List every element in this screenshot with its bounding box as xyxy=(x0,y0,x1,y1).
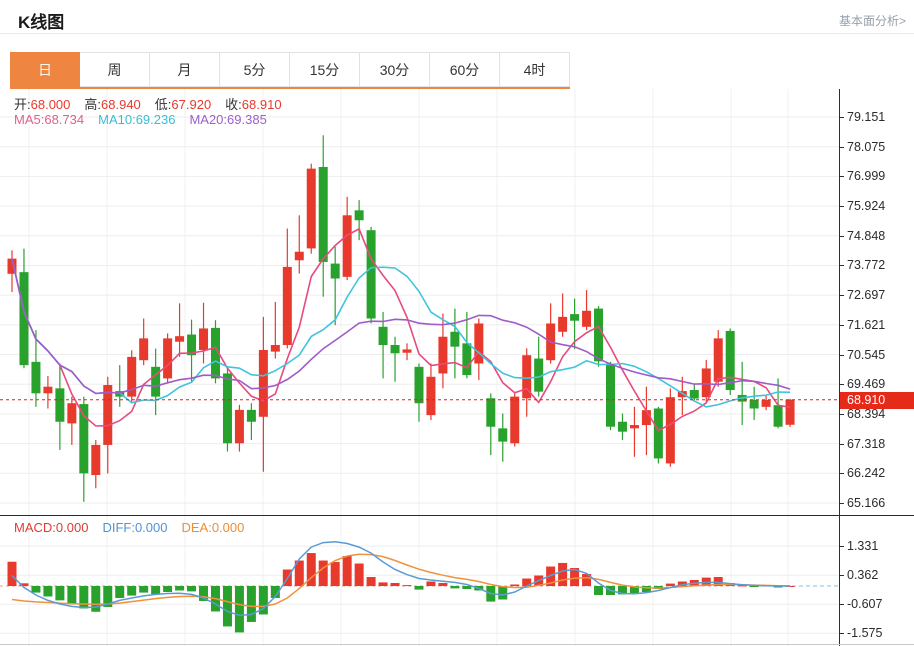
info-value: 0.000 xyxy=(211,520,245,535)
info-pair: MACD:0.000 xyxy=(14,520,88,535)
tab-period-5[interactable]: 15分 xyxy=(290,52,360,87)
axis-tick-mark xyxy=(839,236,844,237)
info-label: MA5: xyxy=(14,112,45,127)
info-label: 开: xyxy=(14,97,31,112)
axis-tick-mark xyxy=(839,147,844,148)
info-pair: MA20:69.385 xyxy=(189,112,266,127)
info-label: MA10: xyxy=(98,112,136,127)
axis-price-label: 73.772 xyxy=(847,258,886,272)
tab-period-2[interactable]: 周 xyxy=(80,52,150,87)
axis-price-label: 76.999 xyxy=(847,169,886,183)
tab-period-4[interactable]: 5分 xyxy=(220,52,290,87)
axis-tick-mark xyxy=(839,414,844,415)
info-value: 69.236 xyxy=(135,112,176,127)
axis-macd-label: 1.331 xyxy=(847,539,879,553)
info-pair: 收:68.910 xyxy=(225,97,281,112)
axis-macd-label: -0.607 xyxy=(847,597,883,611)
axis-price-label: 66.242 xyxy=(847,466,886,480)
axis-price-label: 74.848 xyxy=(847,229,886,243)
info-pair: 低:67.920 xyxy=(155,97,211,112)
candlestick-chart[interactable] xyxy=(0,89,839,515)
axis-price-label: 68.394 xyxy=(847,407,886,421)
axis-tick-mark xyxy=(839,295,844,296)
axis-tick-mark xyxy=(839,206,844,207)
axis-price-label: 70.545 xyxy=(847,348,886,362)
ma-info-row: MA5:68.734 MA10:69.236 MA20:69.385 xyxy=(14,112,281,127)
axis-line xyxy=(839,89,840,646)
info-label: 收: xyxy=(225,97,242,112)
macd-info-row: MACD:0.000 DIFF:0.000 DEA:0.000 xyxy=(14,520,258,535)
info-label: DEA: xyxy=(181,520,212,535)
bottom-border xyxy=(0,644,914,645)
panel-separator xyxy=(0,515,914,516)
info-value: 0.000 xyxy=(134,520,168,535)
info-pair: 高:68.940 xyxy=(84,97,140,112)
axis-tick-mark xyxy=(839,546,844,547)
axis-tick-mark xyxy=(839,575,844,576)
info-label: 高: xyxy=(84,97,102,112)
info-label: 低: xyxy=(154,97,172,112)
tabbar-underline xyxy=(10,87,570,89)
axis-macd-label: -1.575 xyxy=(847,626,883,640)
axis-tick-mark xyxy=(839,503,844,504)
tab-period-8[interactable]: 4时 xyxy=(500,52,570,87)
period-tabbar: 日周月 5分 15分 30分 60分 4时 xyxy=(10,52,570,87)
info-value: 69.385 xyxy=(227,112,267,127)
info-value: 68.000 xyxy=(30,97,71,112)
current-price-badge: 68.910 xyxy=(840,392,914,409)
axis-price-label: 71.621 xyxy=(847,318,886,332)
page-title: K线图 xyxy=(18,13,65,32)
axis-tick-mark xyxy=(839,633,844,634)
axis-tick-mark xyxy=(839,117,844,118)
axis-price-label: 75.924 xyxy=(847,199,886,213)
axis-price-label: 67.318 xyxy=(847,437,886,451)
info-value: 68.940 xyxy=(101,97,141,112)
axis-price-label: 69.469 xyxy=(847,377,886,391)
tab-period-7[interactable]: 60分 xyxy=(430,52,500,87)
axis-tick-mark xyxy=(839,384,844,385)
tab-period-1[interactable]: 日 xyxy=(10,52,80,87)
info-pair: MA10:69.236 xyxy=(98,112,175,127)
info-value: 68.910 xyxy=(241,97,282,112)
info-pair: DEA:0.000 xyxy=(181,520,244,535)
info-label: DIFF: xyxy=(102,520,135,535)
axis-price-label: 65.166 xyxy=(847,496,886,510)
axis-price-label: 78.075 xyxy=(847,140,886,154)
axis-tick-mark xyxy=(839,444,844,445)
axis-price-label: 79.151 xyxy=(847,110,886,124)
tab-period-3[interactable]: 月 xyxy=(150,52,220,87)
info-label: MACD: xyxy=(14,520,56,535)
axis-tick-mark xyxy=(839,265,844,266)
axis-tick-mark xyxy=(839,604,844,605)
info-pair: DIFF:0.000 xyxy=(102,520,167,535)
axis-tick-mark xyxy=(839,176,844,177)
info-label: MA20: xyxy=(189,112,228,127)
axis-tick-mark xyxy=(839,325,844,326)
macd-chart[interactable] xyxy=(0,515,839,646)
axis-tick-mark xyxy=(839,473,844,474)
tab-period-6[interactable]: 30分 xyxy=(360,52,430,87)
info-value: 0.000 xyxy=(55,520,89,535)
axis-macd-label: 0.362 xyxy=(847,568,879,582)
title-divider xyxy=(0,33,914,34)
axis-price-label: 72.697 xyxy=(847,288,886,302)
ohlc-info-row: 开:68.000 高:68.940 低:67.920 收:68.910 xyxy=(14,94,296,113)
price-axis: 68.910 79.151 78.075 76.999 75.924 74.848 73.… xyxy=(839,89,914,646)
info-pair: 开:68.000 xyxy=(14,97,70,112)
info-value: 68.734 xyxy=(44,112,85,127)
info-value: 67.920 xyxy=(171,97,212,112)
axis-tick-mark xyxy=(839,355,844,356)
info-pair: MA5:68.734 xyxy=(14,112,84,127)
fundamental-analysis-link[interactable]: 基本面分析> xyxy=(838,14,906,28)
